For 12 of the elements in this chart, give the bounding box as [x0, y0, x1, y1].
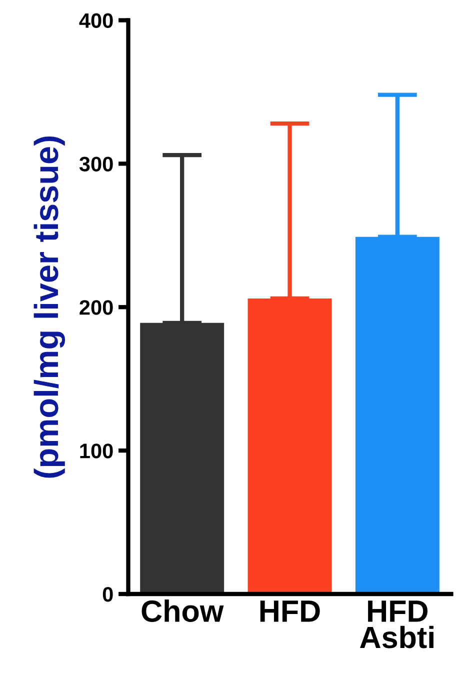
y-axis-title: (pmol/mg liver tissue)	[34, 136, 66, 478]
y-tick-label: 200	[80, 300, 113, 315]
y-tick-label: 400	[79, 13, 113, 28]
bar	[248, 298, 332, 594]
y-tick-label: 100	[80, 444, 113, 458]
x-tick-label: Chow	[142, 600, 224, 622]
bar	[355, 236, 440, 594]
y-tick-label: 0	[102, 587, 113, 602]
x-tick-label: HFD	[260, 600, 320, 622]
bar	[140, 322, 224, 594]
x-tick-label: HFD Asbti	[360, 600, 434, 648]
y-tick-label: 300	[79, 156, 113, 172]
